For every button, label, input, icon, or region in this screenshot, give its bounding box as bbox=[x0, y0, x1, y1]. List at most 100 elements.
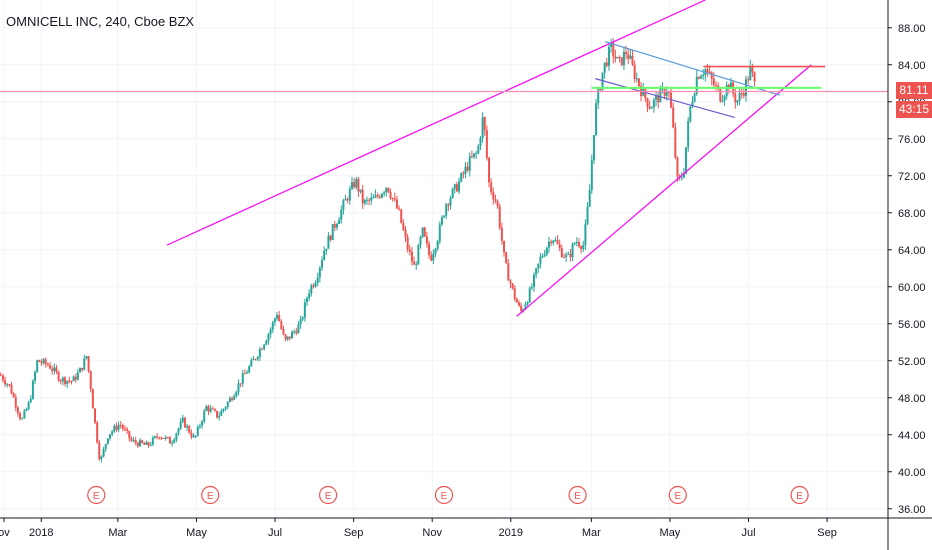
candle-body bbox=[597, 89, 600, 104]
candle-body bbox=[149, 444, 152, 446]
candle-body bbox=[715, 84, 718, 86]
candle-body bbox=[565, 254, 568, 258]
last-price-badge: 81.11 bbox=[896, 82, 932, 100]
candle-body bbox=[460, 173, 463, 182]
candle-body bbox=[485, 130, 488, 158]
candle-body bbox=[682, 173, 685, 178]
candle-body bbox=[436, 241, 439, 249]
candle-body bbox=[143, 443, 146, 445]
candle-body bbox=[355, 178, 358, 188]
candle-body bbox=[376, 195, 379, 197]
candle-body bbox=[166, 437, 169, 439]
candle-body bbox=[61, 377, 64, 382]
candle-body bbox=[479, 137, 482, 146]
candle-body bbox=[498, 206, 501, 228]
candle-body bbox=[276, 315, 279, 319]
candle-body bbox=[363, 199, 366, 204]
candle-body bbox=[575, 242, 578, 244]
y-tick-label: 64.00 bbox=[898, 245, 926, 257]
candle-body bbox=[455, 184, 458, 192]
x-tick-label: ov bbox=[0, 527, 10, 539]
y-tick-label: 52.00 bbox=[898, 356, 926, 368]
candle-body bbox=[134, 439, 137, 443]
x-tick-label: Mar bbox=[582, 527, 601, 539]
candle-body bbox=[753, 72, 756, 82]
candle-body bbox=[25, 409, 28, 411]
earnings-marker-label: E bbox=[574, 491, 581, 502]
candle-body bbox=[657, 95, 660, 103]
candle-body bbox=[610, 42, 613, 47]
candle-body bbox=[171, 442, 174, 444]
candle-body bbox=[89, 371, 92, 390]
y-tick-label: 36.00 bbox=[898, 504, 926, 516]
earnings-marker bbox=[434, 485, 454, 505]
y-tick-label: 68.00 bbox=[898, 208, 926, 220]
candle-body bbox=[147, 442, 150, 446]
candle-body bbox=[153, 436, 156, 438]
candle-body bbox=[42, 359, 45, 364]
candle-body bbox=[706, 69, 709, 72]
candle-body bbox=[368, 199, 371, 201]
candle-body bbox=[627, 54, 630, 59]
candle-body bbox=[320, 260, 323, 268]
candle-body bbox=[562, 257, 565, 259]
chart-title: OMNICELL INC, 240, Cboe BZX bbox=[6, 14, 195, 29]
candle-body bbox=[12, 393, 15, 398]
y-tick-label: 56.00 bbox=[898, 319, 926, 331]
candle-body bbox=[723, 96, 726, 101]
candle-body bbox=[693, 93, 696, 102]
candle-body bbox=[209, 408, 212, 412]
candle-body bbox=[393, 198, 396, 200]
earnings-marker bbox=[790, 485, 809, 505]
candle-body bbox=[164, 437, 167, 439]
candle-body bbox=[359, 189, 362, 192]
candle-body bbox=[310, 285, 313, 294]
candle-body bbox=[380, 193, 383, 198]
candle-body bbox=[430, 255, 433, 261]
candle-body bbox=[213, 409, 216, 411]
candle-body bbox=[571, 244, 574, 258]
earnings-marker bbox=[668, 485, 687, 505]
candle-body bbox=[622, 51, 625, 66]
earnings-marker bbox=[87, 485, 106, 505]
candle-body bbox=[239, 383, 242, 385]
y-tick-label: 44.00 bbox=[898, 430, 926, 442]
candle-body bbox=[490, 182, 493, 193]
candle-body bbox=[278, 315, 281, 322]
candle-body bbox=[329, 235, 332, 240]
candle-body bbox=[132, 439, 135, 441]
candle-body bbox=[141, 440, 144, 444]
candle-body bbox=[603, 62, 606, 73]
candle-body bbox=[312, 285, 315, 287]
candle-body bbox=[667, 92, 670, 94]
candle-body bbox=[85, 356, 88, 359]
candle-body bbox=[1, 375, 4, 381]
candle-body bbox=[237, 383, 240, 392]
candle-body bbox=[136, 442, 139, 447]
candle-body bbox=[331, 224, 334, 240]
candle-body bbox=[16, 407, 19, 414]
candle-body bbox=[340, 209, 343, 220]
candle-body bbox=[443, 215, 446, 218]
candle-body bbox=[453, 184, 456, 189]
candle-body bbox=[228, 398, 231, 402]
candle-body bbox=[419, 237, 422, 246]
candle-body bbox=[177, 428, 180, 434]
candle-body bbox=[406, 237, 409, 250]
candle-body bbox=[370, 197, 373, 201]
candle-body bbox=[466, 166, 469, 171]
candle-body bbox=[51, 368, 54, 371]
candle-body bbox=[299, 319, 302, 325]
candle-body bbox=[198, 425, 201, 427]
candle-body bbox=[235, 391, 238, 397]
candle-body bbox=[725, 84, 728, 97]
candle-body bbox=[387, 187, 390, 192]
candle-body bbox=[700, 76, 703, 79]
candle-body bbox=[350, 182, 353, 189]
x-tick-label: Mar bbox=[108, 527, 127, 539]
candle-body bbox=[580, 246, 583, 249]
candle-body bbox=[383, 192, 386, 194]
candle-body bbox=[595, 103, 598, 136]
